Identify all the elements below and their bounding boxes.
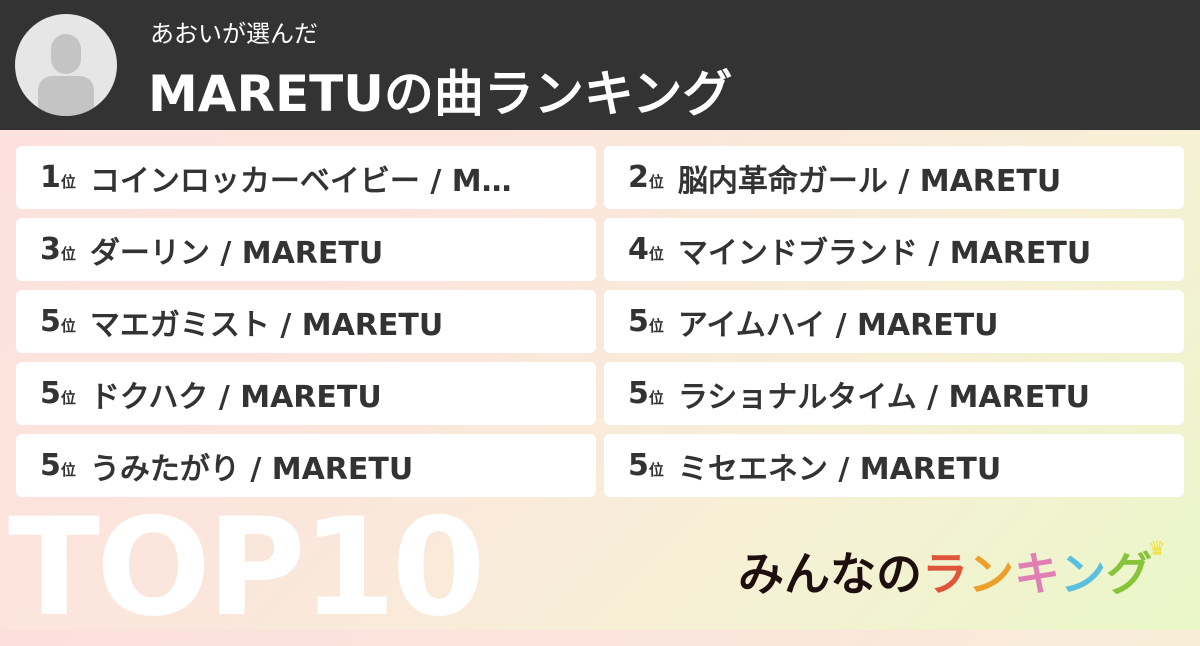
song-name: マインドブランド / MARETU bbox=[677, 235, 1092, 271]
song-name: アイムハイ / MARETU bbox=[677, 307, 999, 343]
song-name: ミセエネン / MARETU bbox=[677, 451, 1002, 487]
avatar bbox=[15, 14, 117, 116]
logo-part: みんなの bbox=[738, 547, 922, 601]
rank-number: 3位 bbox=[40, 232, 76, 267]
rank-number: 5位 bbox=[628, 304, 664, 339]
rank-number: 5位 bbox=[40, 448, 76, 483]
ranking-item[interactable]: 3位 ダーリン / MARETU bbox=[16, 218, 596, 281]
song-name: マエガミスト / MARETU bbox=[89, 307, 444, 343]
rank-number: 4位 bbox=[628, 232, 664, 267]
rank-number: 5位 bbox=[40, 376, 76, 411]
top10-badge: TOP10 bbox=[8, 489, 486, 646]
logo-part: ン bbox=[968, 547, 1014, 601]
logo-part: ン bbox=[1060, 547, 1106, 601]
ranking-item[interactable]: 5位 アイムハイ / MARETU bbox=[604, 290, 1184, 353]
ranking-item[interactable]: 1位 コインロッカーベイビー / M… bbox=[16, 146, 596, 209]
header: あおいが選んだ MARETUの曲ランキング bbox=[0, 0, 1200, 130]
ranking-item[interactable]: 5位 マエガミスト / MARETU bbox=[16, 290, 596, 353]
ranking-item[interactable]: 2位 脳内革命ガール / MARETU bbox=[604, 146, 1184, 209]
song-name: ドクハク / MARETU bbox=[89, 379, 382, 415]
logo-part: グ bbox=[1106, 547, 1152, 601]
song-name: コインロッカーベイビー / M… bbox=[89, 163, 512, 199]
song-name: ラショナルタイム / MARETU bbox=[677, 379, 1091, 415]
song-name: 脳内革命ガール / MARETU bbox=[677, 163, 1062, 199]
crown-icon: ♛ bbox=[1148, 536, 1166, 560]
ranking-item[interactable]: 5位 ラショナルタイム / MARETU bbox=[604, 362, 1184, 425]
subtitle: あおいが選んだ bbox=[150, 20, 318, 48]
rank-number: 1位 bbox=[40, 160, 76, 195]
rank-number: 5位 bbox=[40, 304, 76, 339]
logo-part: キ bbox=[1014, 547, 1060, 601]
rank-number: 5位 bbox=[628, 376, 664, 411]
rank-number: 2位 bbox=[628, 160, 664, 195]
page-title: MARETUの曲ランキング bbox=[148, 65, 733, 123]
ranking-item[interactable]: 5位 うみたがり / MARETU bbox=[16, 434, 596, 497]
song-name: うみたがり / MARETU bbox=[89, 451, 414, 487]
site-logo: みんなのランキング bbox=[738, 538, 1152, 604]
ranking-list: 1位 コインロッカーベイビー / M… 2位 脳内革命ガール / MARETU 3位 ダー… bbox=[16, 146, 1184, 497]
rank-number: 5位 bbox=[628, 448, 664, 483]
user-icon bbox=[51, 34, 81, 74]
ranking-item[interactable]: 5位 ドクハク / MARETU bbox=[16, 362, 596, 425]
song-name: ダーリン / MARETU bbox=[89, 235, 384, 271]
ranking-item[interactable]: 5位 ミセエネン / MARETU bbox=[604, 434, 1184, 497]
logo-part: ラ bbox=[922, 547, 968, 601]
ranking-item[interactable]: 4位 マインドブランド / MARETU bbox=[604, 218, 1184, 281]
